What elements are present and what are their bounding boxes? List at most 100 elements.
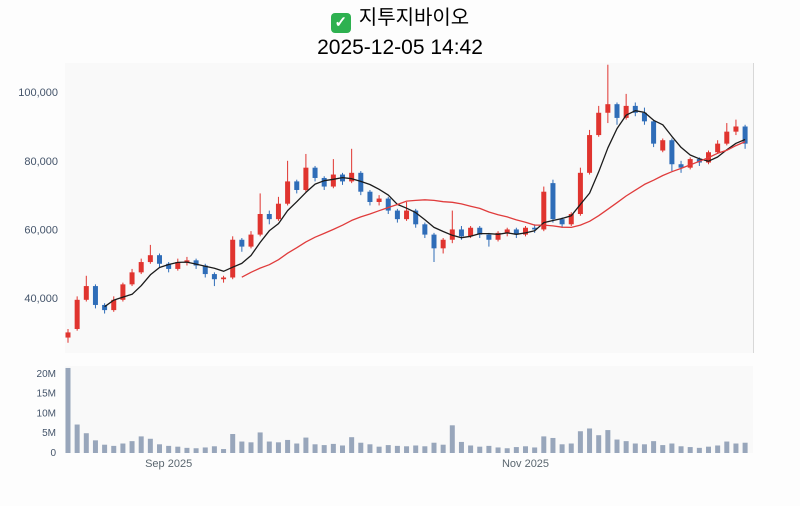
volume-bar: [157, 444, 162, 453]
volume-bar: [495, 447, 501, 453]
volume-bar: [129, 441, 135, 453]
candle-body: [166, 263, 172, 269]
volume-bar: [120, 443, 126, 453]
candle-body: [641, 112, 647, 122]
volume-axis-label: 5M: [42, 428, 56, 439]
candle-body: [367, 191, 373, 202]
volume-bar: [706, 446, 711, 453]
volume-bar: [733, 443, 739, 453]
candle-body: [724, 131, 730, 144]
candle-body: [623, 105, 629, 118]
volume-pane-bg: [65, 366, 753, 453]
volume-bar: [550, 437, 556, 453]
candle-body: [184, 260, 190, 263]
volume-bar: [147, 438, 153, 453]
candle-body: [394, 210, 400, 220]
price-axis-label: 40,000: [24, 293, 58, 305]
volume-bar: [321, 445, 327, 453]
volume-bar: [312, 444, 318, 453]
candle-body: [275, 203, 281, 220]
candle-body: [495, 232, 501, 240]
volume-axis-label: 0: [50, 448, 56, 459]
volume-bar: [504, 448, 510, 453]
volume-bar: [221, 449, 227, 453]
candle-body: [202, 265, 208, 275]
volume-bar: [230, 434, 236, 453]
candle-body: [321, 177, 327, 187]
candle-body: [111, 299, 117, 311]
volume-bar: [660, 445, 666, 453]
candle-body: [157, 255, 162, 264]
candle-body: [541, 191, 547, 230]
volume-bar: [724, 441, 730, 453]
volume-bar: [349, 437, 355, 453]
volume-bar: [358, 442, 364, 453]
candle-body: [102, 304, 108, 311]
candle-body: [239, 239, 245, 247]
candle-body: [257, 214, 263, 235]
volume-bar: [367, 444, 373, 453]
candle-body: [404, 210, 410, 220]
volume-bar: [376, 446, 382, 453]
volume-bar: [102, 444, 108, 453]
volume-bar: [166, 445, 172, 453]
volume-bar: [477, 446, 483, 453]
ma-fast-line: [104, 110, 746, 308]
price-axis-label: 80,000: [24, 156, 58, 168]
volume-bar: [83, 433, 89, 453]
volume-bar: [65, 367, 71, 453]
volume-bar: [678, 446, 684, 453]
candle-body: [129, 272, 135, 285]
candle-body: [385, 198, 391, 211]
candle-body: [330, 174, 336, 187]
candle-body: [532, 227, 538, 230]
candle-body: [513, 229, 519, 235]
volume-bar: [404, 446, 410, 453]
volume-axis-label: 15M: [37, 389, 56, 400]
volume-bar: [715, 445, 721, 453]
volume-bar: [193, 448, 199, 453]
volume-bar: [431, 442, 437, 453]
volume-bar: [587, 428, 593, 453]
volume-bar: [92, 440, 98, 453]
candle-body: [138, 262, 144, 273]
volume-bar: [651, 441, 657, 453]
volume-bar: [641, 444, 647, 453]
candle-body: [211, 274, 217, 280]
candle-body: [193, 260, 199, 266]
volume-bar: [614, 439, 620, 453]
volume-bar: [202, 447, 208, 453]
stock-title-line: ✓ 지투지바이오: [0, 5, 800, 33]
volume-bar: [294, 443, 300, 453]
candle-body: [504, 229, 510, 233]
candle-body: [376, 198, 382, 202]
volume-bar: [486, 445, 492, 453]
candle-body: [568, 214, 574, 225]
month-axis-label: Nov 2025: [502, 458, 549, 470]
volume-bar: [742, 442, 748, 453]
candle-body: [440, 239, 446, 249]
volume-bar: [413, 445, 419, 453]
volume-bar: [532, 447, 538, 453]
candle-body: [120, 284, 126, 300]
candle-body: [221, 277, 227, 280]
volume-bar: [138, 436, 144, 453]
volume-bar: [449, 425, 455, 453]
volume-bar: [394, 445, 400, 453]
candle-body: [559, 219, 565, 225]
volume-bar: [632, 443, 638, 453]
candle-body: [660, 140, 666, 151]
candle-body: [550, 183, 556, 220]
volume-bar: [74, 424, 80, 453]
volume-bar: [458, 441, 464, 453]
candle-body: [587, 135, 593, 173]
volume-bar: [523, 446, 528, 453]
volume-bar: [248, 442, 254, 453]
candle-body: [458, 229, 464, 237]
volume-bar: [330, 443, 336, 453]
candle-body: [651, 121, 657, 144]
candle-body: [596, 112, 602, 136]
month-axis-label: Sep 2025: [145, 458, 192, 470]
chart-area: 40,000 60,000 80,000 100,000 0 5M 10M 15M 20M Sep…: [0, 61, 800, 501]
candle-body: [477, 227, 483, 235]
